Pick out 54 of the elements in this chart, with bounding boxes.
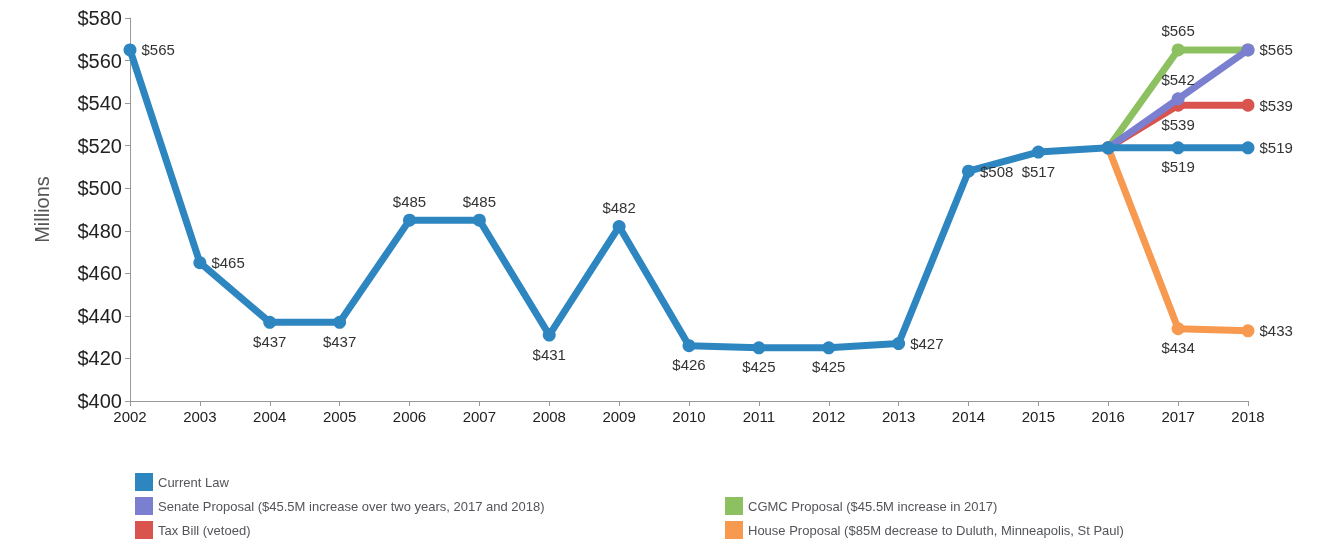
data-label: $517 [1021, 162, 1056, 180]
y-tick-label: $560 [77, 49, 122, 72]
legend-label: CGMC Proposal ($45.5M increase in 2017) [748, 498, 998, 514]
x-tick-label: 2005 [322, 408, 357, 425]
data-label: $482 [602, 199, 636, 217]
legend-label: Tax Bill (vetoed) [158, 522, 251, 538]
x-tick-label: 2013 [881, 408, 916, 425]
data-label: $519 [1259, 139, 1293, 157]
legend-label: Current Law [158, 474, 230, 490]
data-label: $485 [392, 192, 427, 210]
y-tick-label: $580 [77, 7, 122, 29]
x-tick-label: 2018 [1231, 408, 1265, 425]
data-label: $437 [253, 332, 287, 350]
data-label: $425 [742, 358, 776, 376]
x-tick-label: 2009 [602, 408, 636, 425]
data-label: $431 [532, 345, 566, 363]
x-tick-label: 2004 [253, 408, 287, 425]
x-tick-label: 2017 [1161, 408, 1195, 425]
legend-label: House Proposal ($85M decrease to Duluth, Minneapolis, St Paul) [748, 522, 1124, 538]
y-tick-label: $500 [77, 177, 122, 200]
data-label: $427 [910, 335, 944, 353]
y-tick-label: $460 [77, 262, 122, 285]
y-tick-label: $480 [77, 219, 122, 242]
data-label: $437 [322, 332, 357, 350]
y-tick-label: $540 [77, 92, 122, 115]
x-tick-label: 2010 [672, 408, 706, 425]
data-label: $565 [1259, 41, 1293, 59]
data-label: $433 [1259, 322, 1293, 340]
x-tick-label: 2014 [951, 408, 986, 425]
data-label: $542 [1161, 71, 1195, 89]
legend-label: Senate Proposal ($45.5M increase over two years, 2017 and 2018) [158, 498, 545, 514]
data-label: $565 [141, 41, 175, 59]
data-label: $434 [1161, 339, 1195, 357]
x-tick-label: 2016 [1091, 408, 1125, 425]
data-label: $465 [211, 254, 245, 272]
data-label: $426 [672, 356, 706, 374]
x-tick-label: 2006 [392, 408, 427, 425]
data-label: $565 [1161, 22, 1195, 40]
x-tick-label: 2007 [462, 408, 497, 425]
x-tick-label: 2011 [742, 408, 776, 425]
x-tick-label: 2003 [183, 408, 217, 425]
y-tick-label: $520 [77, 134, 122, 157]
x-tick-label: 2008 [532, 408, 566, 425]
x-tick-label: 2012 [812, 408, 846, 425]
y-tick-label: $440 [77, 304, 122, 327]
data-label: $508 [980, 162, 1014, 180]
y-axis-title: Millions [31, 176, 53, 243]
data-label: $485 [462, 192, 497, 210]
x-tick-label: 2015 [1021, 408, 1056, 425]
y-tick-label: $420 [77, 347, 122, 370]
data-label: $539 [1259, 96, 1293, 114]
data-label: $519 [1161, 158, 1195, 176]
data-label: $425 [812, 358, 846, 376]
data-label: $539 [1161, 115, 1195, 133]
